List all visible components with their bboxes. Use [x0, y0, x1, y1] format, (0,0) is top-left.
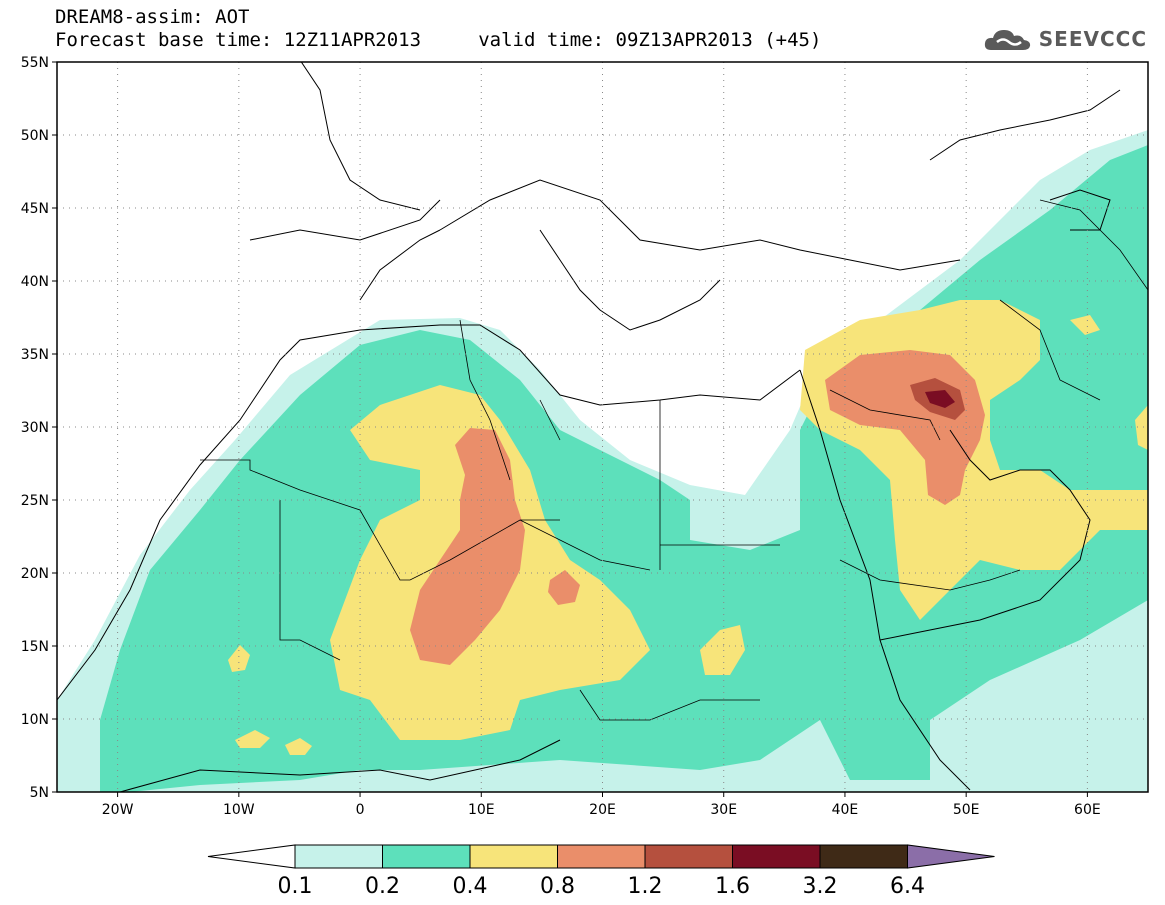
colorbar-label: 6.4	[890, 874, 925, 899]
colorbar-label: 3.2	[803, 874, 838, 899]
colorbar-extend-high	[907, 844, 995, 869]
lon-tick-label: 20W	[102, 802, 134, 818]
colorbar-label: 0.8	[540, 874, 575, 899]
aot-contour-0.4	[700, 625, 745, 675]
lat-tick-label: 45N	[21, 201, 49, 217]
lat-tick-label: 50N	[21, 128, 49, 144]
aot-contour-0.4	[1070, 315, 1100, 335]
aot-contour-0.8	[410, 428, 525, 665]
aot-contour-0.4	[285, 738, 312, 755]
colorbar-label: 0.1	[278, 874, 313, 899]
lon-tick-label: 0	[356, 802, 365, 818]
colorbar-swatch	[732, 844, 821, 869]
lon-axis: 20W 10W 0 10E 20E 30E 40E 50E 60E	[102, 792, 1101, 818]
lat-tick-label: 55N	[21, 55, 49, 71]
aot-contour-0.4	[1135, 405, 1148, 450]
colorbar-swatch	[294, 844, 383, 869]
colorbar-label: 0.2	[365, 874, 400, 899]
logo-text: SEEVCCC	[1038, 27, 1147, 51]
lon-tick-label: 30E	[710, 802, 737, 818]
lat-tick-label: 35N	[21, 347, 49, 363]
lat-tick-label: 25N	[21, 493, 49, 509]
colorbar-label: 1.6	[715, 874, 750, 899]
lat-axis: 55N 50N 45N 40N 35N 30N 25N 20N 15N 10N 5N	[21, 55, 57, 801]
cloud-icon	[984, 30, 1030, 50]
lat-tick-label: 20N	[21, 566, 49, 582]
lon-tick-label: 10E	[468, 802, 495, 818]
colorbar-swatch	[557, 844, 646, 869]
aot-contour-0.4	[235, 730, 270, 748]
lat-tick-label: 5N	[30, 785, 49, 801]
lon-tick-label: 40E	[832, 802, 859, 818]
colorbar-label: 1.2	[628, 874, 663, 899]
aot-contour-0.8	[548, 570, 580, 605]
colorbar: 0.1 0.2 0.4 0.8 1.2 1.6 3.2 6.4	[207, 844, 995, 899]
lon-tick-label: 60E	[1074, 802, 1101, 818]
aot-contour-1.6	[925, 390, 955, 408]
lon-tick-label: 10W	[223, 802, 255, 818]
colorbar-swatch	[469, 844, 558, 869]
lat-tick-label: 10N	[21, 712, 49, 728]
coastlines	[57, 62, 1121, 792]
colorbar-swatch	[382, 844, 471, 869]
colorbar-swatch	[644, 844, 733, 869]
lat-tick-label: 40N	[21, 274, 49, 290]
chart-subtitle: Forecast base time: 12Z11APR2013 valid t…	[55, 29, 822, 51]
seevccc-logo: SEEVCCC	[983, 24, 1147, 54]
colorbar-swatch	[819, 844, 908, 869]
lon-tick-label: 50E	[953, 802, 980, 818]
aot-contour-0.4	[228, 645, 250, 672]
chart-title: DREAM8-assim: AOT	[55, 6, 250, 28]
colorbar-extend-low	[207, 844, 296, 869]
lat-tick-label: 30N	[21, 420, 49, 436]
lat-tick-label: 15N	[21, 639, 49, 655]
country-borders	[200, 199, 1148, 721]
aot-fields	[57, 62, 1148, 792]
lon-tick-label: 20E	[589, 802, 616, 818]
colorbar-label: 0.4	[453, 874, 488, 899]
